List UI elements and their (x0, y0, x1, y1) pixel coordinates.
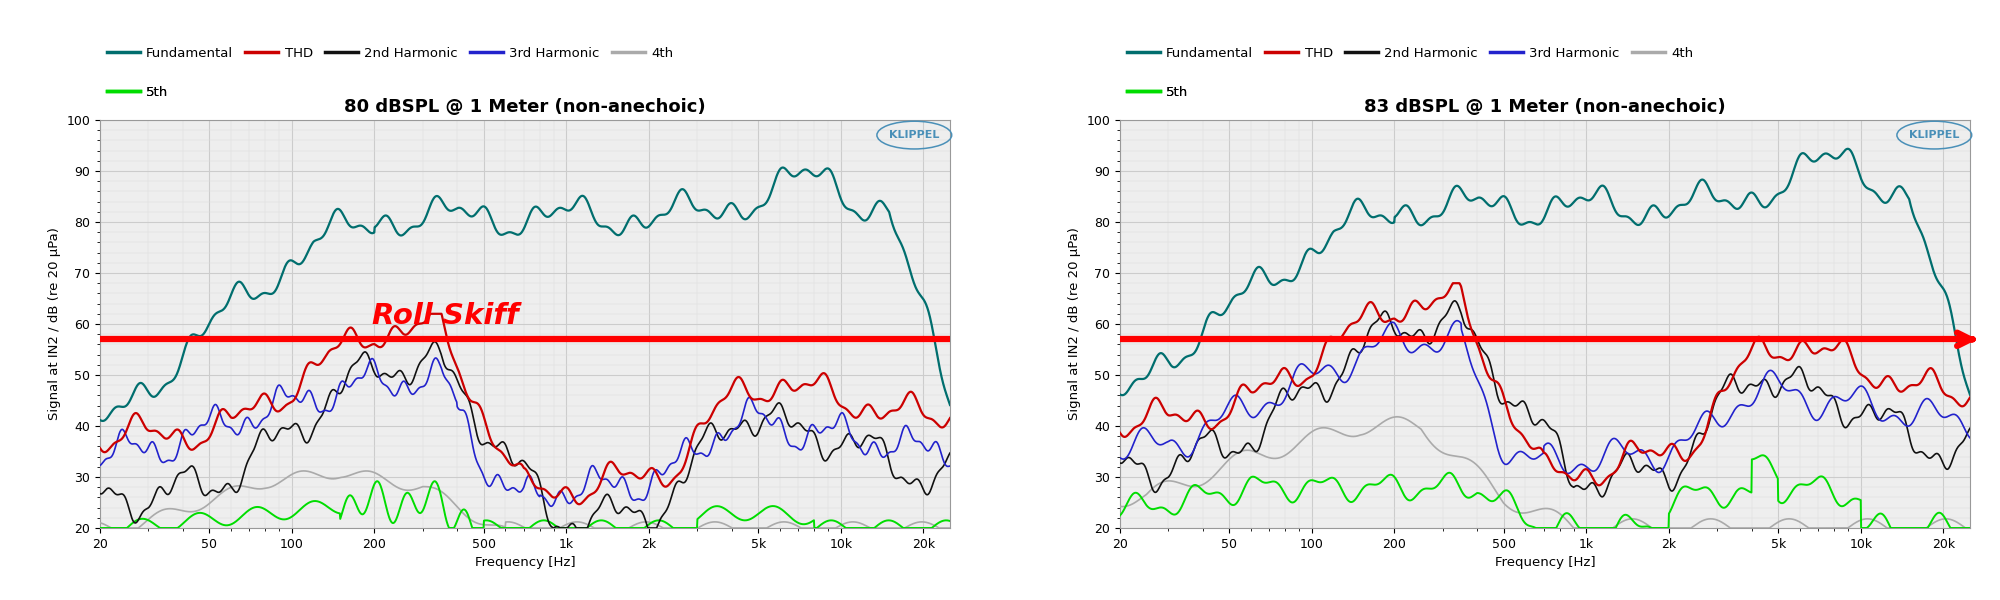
Title: 83 dBSPL @ 1 Meter (non-anechoic): 83 dBSPL @ 1 Meter (non-anechoic) (1364, 98, 1726, 116)
X-axis label: Frequency [Hz]: Frequency [Hz] (474, 556, 576, 569)
Title: 80 dBSPL @ 1 Meter (non-anechoic): 80 dBSPL @ 1 Meter (non-anechoic) (344, 98, 706, 116)
Legend: 5th: 5th (106, 86, 168, 99)
X-axis label: Frequency [Hz]: Frequency [Hz] (1494, 556, 1596, 569)
Text: KLIPPEL: KLIPPEL (1910, 130, 1960, 140)
Y-axis label: Signal at IN2 / dB (re 20 μPa): Signal at IN2 / dB (re 20 μPa) (48, 227, 60, 421)
Legend: 5th: 5th (1126, 86, 1188, 99)
Text: KLIPPEL: KLIPPEL (890, 130, 940, 140)
Y-axis label: Signal at IN2 / dB (re 20 μPa): Signal at IN2 / dB (re 20 μPa) (1068, 227, 1080, 421)
Text: Roll Skiff: Roll Skiff (372, 302, 518, 330)
